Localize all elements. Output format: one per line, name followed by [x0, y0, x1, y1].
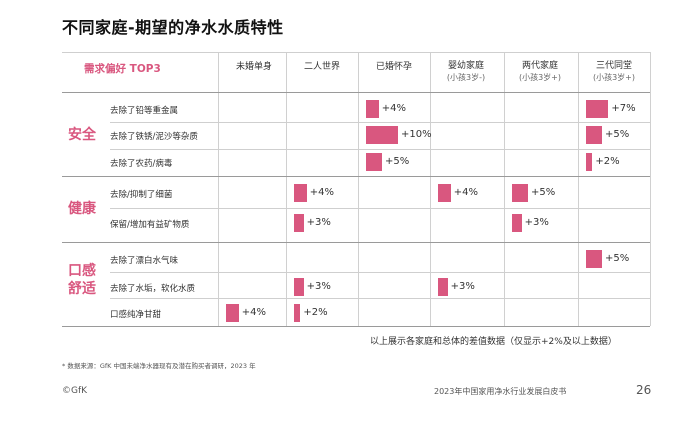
- value-label: +3%: [306, 281, 331, 292]
- column-header-label: 两代家庭: [521, 61, 558, 71]
- value-bar: [366, 126, 398, 144]
- value-bar: [294, 278, 304, 296]
- column-header-label: 二人世界: [303, 62, 340, 72]
- table-note: 以上展示各家庭和总体的差值数据（仅显示+2%及以上数据）: [370, 337, 617, 347]
- value-bar: [294, 304, 301, 322]
- column-header-label: 婴幼家庭: [447, 61, 484, 71]
- value-label: +2%: [303, 307, 328, 318]
- column-header: 两代家庭 (小孩3岁+): [504, 60, 576, 84]
- value-label: +4%: [453, 187, 479, 198]
- value-label: +3%: [306, 217, 331, 228]
- value-bar: [438, 184, 451, 202]
- value-bar: [366, 153, 382, 171]
- page-number: 26: [636, 383, 652, 397]
- grid-vline: [504, 52, 505, 326]
- value-bar: [586, 153, 593, 171]
- value-label: +3%: [450, 281, 475, 292]
- grid-hline: [110, 298, 650, 299]
- value-bar: [586, 100, 609, 118]
- value-label: +4%: [241, 307, 267, 318]
- column-header: 三代同堂 (小孩3岁+): [578, 60, 650, 84]
- row-label: 口感纯净甘甜: [110, 310, 162, 320]
- footer-title: 2023年中国家用净水行业发展白皮书: [434, 387, 567, 396]
- value-bar: [512, 184, 528, 202]
- column-header-sub: (小孩3岁+): [518, 73, 562, 82]
- row-label: 去除/抑制了细菌: [110, 190, 173, 200]
- grid-hline: [62, 326, 650, 327]
- column-header-sub: (小孩3岁+): [592, 73, 636, 82]
- grid-vline: [430, 52, 431, 326]
- grid-hline: [62, 92, 650, 93]
- value-label: +5%: [385, 156, 410, 167]
- category-label: 安全: [68, 127, 96, 143]
- column-header: 已婚怀孕: [358, 61, 430, 73]
- grid-hline: [110, 149, 650, 150]
- row-label: 去除了铅等重金属: [110, 106, 179, 116]
- grid-vline: [358, 52, 359, 326]
- value-label: +4%: [309, 187, 335, 198]
- grid-vline: [286, 52, 287, 326]
- row-label: 去除了农药/病毒: [110, 159, 173, 169]
- row-label: 去除了水垢，软化水质: [110, 284, 196, 294]
- grid-vline: [650, 52, 651, 326]
- value-bar: [294, 184, 307, 202]
- page-title: 不同家庭-期望的净水水质特性: [62, 18, 284, 37]
- table-corner-label: 需求偏好 TOP3: [84, 63, 161, 75]
- category-label: 口感 舒适: [68, 263, 96, 297]
- value-label: +4%: [381, 103, 407, 114]
- value-bar: [586, 126, 602, 144]
- row-label: 去除了铁锈/泥沙等杂质: [110, 132, 198, 142]
- value-label: +5%: [605, 129, 630, 140]
- value-label: +5%: [531, 187, 556, 198]
- grid-hline: [62, 52, 650, 53]
- grid-hline: [62, 176, 650, 177]
- row-label: 保留/增加有益矿物质: [110, 220, 190, 230]
- grid-hline: [110, 208, 650, 209]
- value-label: +10%: [401, 129, 432, 140]
- column-header-sub: (小孩3岁-): [446, 73, 486, 82]
- grid-vline: [578, 52, 579, 326]
- grid-hline: [110, 272, 650, 273]
- value-label: +5%: [605, 253, 630, 264]
- value-label: +3%: [524, 217, 549, 228]
- value-label: +7%: [611, 103, 636, 114]
- category-label: 健康: [68, 201, 96, 217]
- value-bar: [512, 214, 522, 232]
- value-bar: [226, 304, 239, 322]
- column-header: 二人世界: [286, 61, 358, 73]
- column-header: 婴幼家庭 (小孩3岁-): [430, 60, 502, 84]
- column-header-label: 已婚怀孕: [375, 62, 412, 72]
- column-header: 未婚单身: [218, 61, 290, 73]
- data-source: * 数据来源：GfK 中国未端净水器现有及潜在购买者调研，2023 年: [62, 362, 256, 370]
- column-header-label: 未婚单身: [235, 62, 272, 72]
- value-bar: [438, 278, 448, 296]
- value-label: +2%: [595, 156, 620, 167]
- grid-vline: [218, 52, 219, 326]
- column-header-label: 三代同堂: [595, 61, 632, 71]
- brand-copyright: ©GfK: [62, 386, 88, 396]
- value-bar: [586, 250, 602, 268]
- row-label: 去除了漂白水气味: [110, 256, 179, 266]
- value-bar: [294, 214, 304, 232]
- grid-hline: [62, 242, 650, 243]
- grid-hline: [110, 122, 650, 123]
- value-bar: [366, 100, 379, 118]
